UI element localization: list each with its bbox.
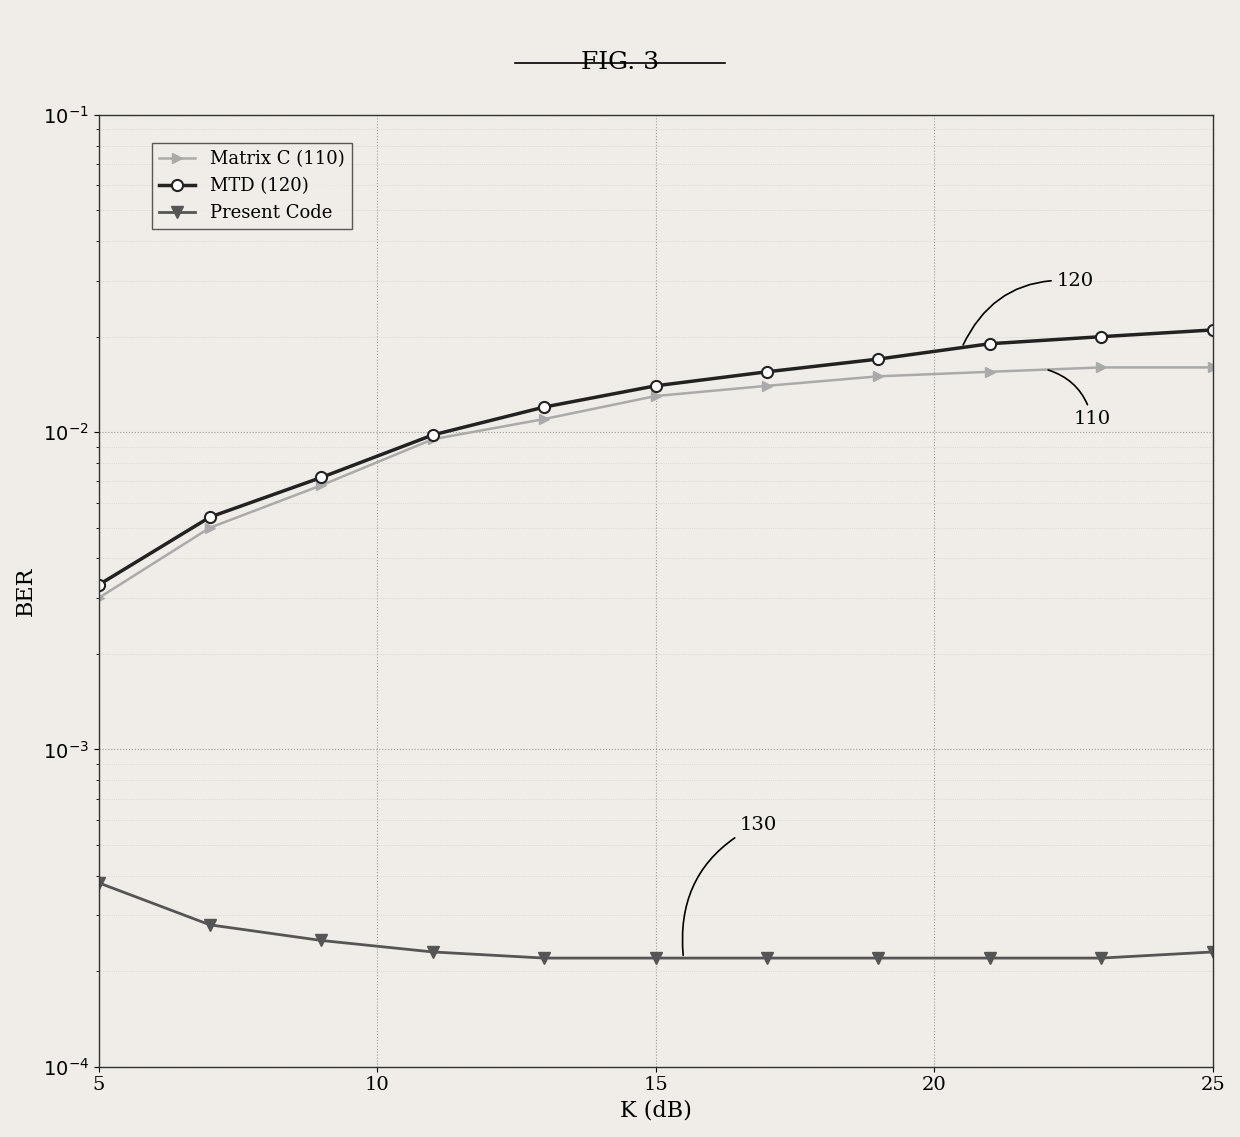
- MTD (120): [537, 400, 552, 414]
- Present Code: [649, 952, 663, 965]
- Line: Matrix C (110): Matrix C (110): [94, 363, 1218, 603]
- MTD (120): [202, 511, 217, 524]
- Line: MTD (120): MTD (120): [93, 324, 1218, 590]
- MTD (120): [1094, 330, 1109, 343]
- MTD (120): [1205, 323, 1220, 337]
- Line: Present Code: Present Code: [93, 878, 1218, 964]
- Text: 130: 130: [682, 815, 776, 955]
- Text: 110: 110: [1048, 370, 1111, 428]
- Matrix C (110): [1205, 360, 1220, 374]
- Present Code: [1094, 952, 1109, 965]
- Matrix C (110): [91, 591, 105, 605]
- Matrix C (110): [1094, 360, 1109, 374]
- Present Code: [537, 952, 552, 965]
- Text: 120: 120: [963, 272, 1094, 345]
- Matrix C (110): [537, 413, 552, 426]
- Legend: Matrix C (110), MTD (120), Present Code: Matrix C (110), MTD (120), Present Code: [153, 143, 352, 230]
- Matrix C (110): [649, 389, 663, 402]
- Present Code: [425, 945, 440, 958]
- Present Code: [202, 918, 217, 931]
- Matrix C (110): [982, 365, 997, 379]
- Present Code: [91, 875, 105, 889]
- Matrix C (110): [760, 379, 775, 392]
- MTD (120): [760, 365, 775, 379]
- Present Code: [870, 952, 885, 965]
- X-axis label: K (dB): K (dB): [620, 1099, 692, 1122]
- Matrix C (110): [870, 370, 885, 383]
- Present Code: [982, 952, 997, 965]
- MTD (120): [91, 578, 105, 591]
- Present Code: [1205, 945, 1220, 958]
- Y-axis label: BER: BER: [15, 566, 37, 615]
- Present Code: [760, 952, 775, 965]
- Text: FIG. 3: FIG. 3: [580, 51, 660, 74]
- MTD (120): [982, 337, 997, 350]
- MTD (120): [649, 379, 663, 392]
- MTD (120): [870, 352, 885, 366]
- MTD (120): [314, 471, 329, 484]
- Matrix C (110): [425, 432, 440, 446]
- MTD (120): [425, 429, 440, 442]
- Matrix C (110): [202, 521, 217, 534]
- Present Code: [314, 933, 329, 947]
- Matrix C (110): [314, 479, 329, 492]
